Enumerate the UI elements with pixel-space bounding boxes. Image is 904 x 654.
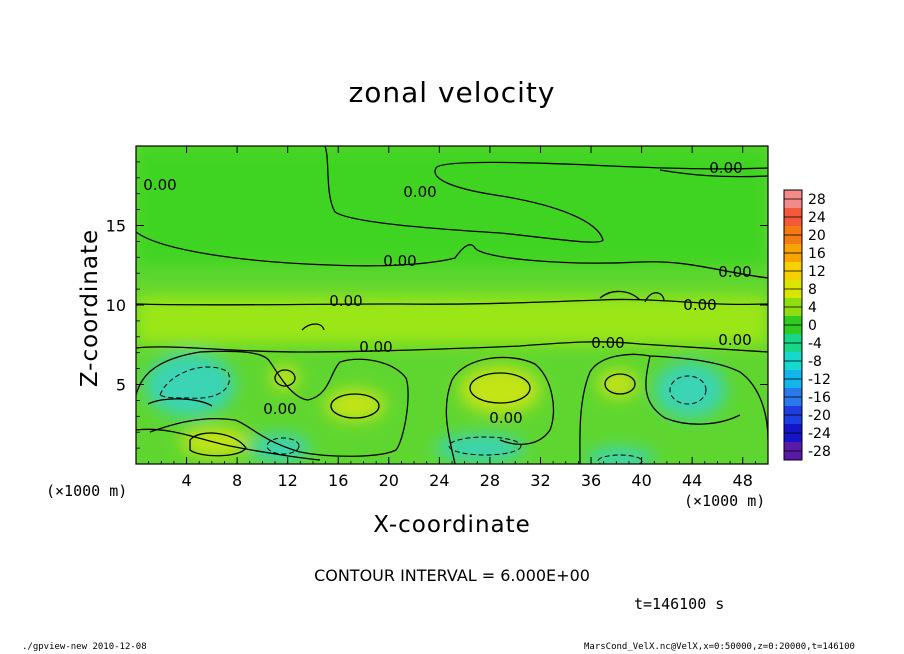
- colorbar-label: 4: [808, 300, 817, 316]
- negative-contour: [669, 375, 707, 405]
- contour-line: [136, 350, 409, 457]
- upper-field: [136, 146, 768, 266]
- colorbar-label: 8: [808, 282, 817, 298]
- colorbar-label: 16: [808, 246, 826, 262]
- colorbar-label: -20: [808, 408, 831, 424]
- x-tick-label: 40: [631, 471, 651, 490]
- colorbar-label: 20: [808, 228, 826, 244]
- contour-label: 0.00: [591, 334, 624, 352]
- x-tick-label: 4: [181, 471, 191, 490]
- x-axis-ticks: 4 8 12 16 20 24 28 32 36 40 44 48: [135, 146, 769, 490]
- contour-interval: CONTOUR INTERVAL = 6.000E+00: [314, 566, 590, 585]
- negative-patch: [654, 362, 726, 418]
- x-tick-label: 8: [232, 471, 242, 490]
- plot-area: 0.000.000.000.000.00 0.000.000.000.000.00…: [136, 146, 768, 464]
- contour-line: [274, 369, 296, 387]
- contour-line: [189, 432, 247, 457]
- negative-patch: [250, 434, 310, 462]
- contour-line: [604, 373, 636, 395]
- y-axis-unit: (×1000 m): [46, 482, 128, 500]
- contour-label: 0.00: [383, 252, 416, 270]
- negative-contour: [159, 366, 230, 399]
- contour-label: 0.00: [403, 183, 436, 201]
- colorbar-label: -16: [808, 390, 831, 406]
- contour-line: [659, 169, 768, 178]
- contour-line: [645, 355, 741, 425]
- contour-line: [330, 393, 380, 419]
- y-axis-ticks: 5 10 15: [106, 145, 768, 465]
- y-tick-label: 5: [116, 376, 126, 395]
- footer-left: ./gpview-new 2010-12-08: [22, 642, 147, 652]
- footer-right: MarsCond_VelX.nc@VelX,x=0:50000,z=0:2000…: [584, 642, 855, 652]
- x-tick-label: 48: [733, 471, 753, 490]
- x-axis-label: X-coordinate: [373, 512, 531, 538]
- contour-line: [136, 231, 768, 279]
- chart-title: zonal velocity: [348, 76, 556, 109]
- contour-line: [136, 428, 321, 461]
- contour-line: [301, 323, 325, 331]
- colorbar-label: 24: [808, 210, 826, 226]
- x-axis-unit: (×1000 m): [684, 492, 766, 510]
- colorbar-label: -24: [808, 426, 831, 442]
- x-tick-label: 32: [530, 471, 550, 490]
- contour-label: 0.00: [683, 296, 716, 314]
- contour-line: [324, 146, 768, 243]
- contour-labels: 0.000.000.000.000.00 0.000.000.000.000.00…: [143, 159, 751, 427]
- y-tick-label: 15: [106, 217, 126, 236]
- x-tick-label: 28: [480, 471, 500, 490]
- time-label: t=146100 s: [634, 595, 725, 613]
- x-tick-label: 12: [278, 471, 298, 490]
- contour-label: 0.00: [143, 176, 176, 194]
- contour-label: 0.00: [718, 331, 751, 349]
- positive-band: [136, 296, 768, 344]
- colorbar-label: -28: [808, 444, 831, 460]
- x-tick-label: 36: [581, 471, 601, 490]
- contour-line: [599, 290, 641, 301]
- contour-label: 0.00: [263, 400, 296, 418]
- colorbar-label: -8: [808, 354, 822, 370]
- negative-patch: [435, 434, 525, 462]
- positive-patch: [598, 370, 638, 398]
- x-tick-label: 16: [328, 471, 348, 490]
- contour-line: [136, 341, 768, 353]
- y-tick-label: 10: [106, 296, 126, 315]
- negative-patch: [145, 353, 235, 417]
- contour-label: 0.00: [489, 409, 522, 427]
- contour-line: [136, 298, 768, 306]
- contour-line: [445, 356, 555, 464]
- contour-label: 0.00: [709, 159, 742, 177]
- colorbar-frame: [783, 189, 803, 461]
- contour-line: [469, 372, 531, 404]
- positive-patch: [460, 366, 540, 414]
- contour-label: 0.00: [359, 338, 392, 356]
- negative-contour: [266, 437, 300, 455]
- contour-label: 0.00: [718, 263, 751, 281]
- colorbar: 28 24 20 16 12 8 4 0 -4 -8 -12 -16 -20 -24 -28: [783, 189, 831, 461]
- colorbar-label: -12: [808, 372, 831, 388]
- colorbar-label: 0: [808, 318, 817, 334]
- contour-line: [147, 398, 213, 407]
- negative-contour: [448, 436, 522, 456]
- contour-label: 0.00: [329, 292, 362, 310]
- negative-patch: [585, 448, 655, 464]
- contour-line: [644, 292, 665, 303]
- contour-lines: [136, 146, 768, 464]
- colorbar-label: 28: [808, 192, 826, 208]
- x-tick-label: 24: [429, 471, 449, 490]
- x-tick-label: 44: [682, 471, 702, 490]
- colorbar-label: -4: [808, 336, 822, 352]
- x-tick-label: 20: [379, 471, 399, 490]
- colorbar-label: 12: [808, 264, 826, 280]
